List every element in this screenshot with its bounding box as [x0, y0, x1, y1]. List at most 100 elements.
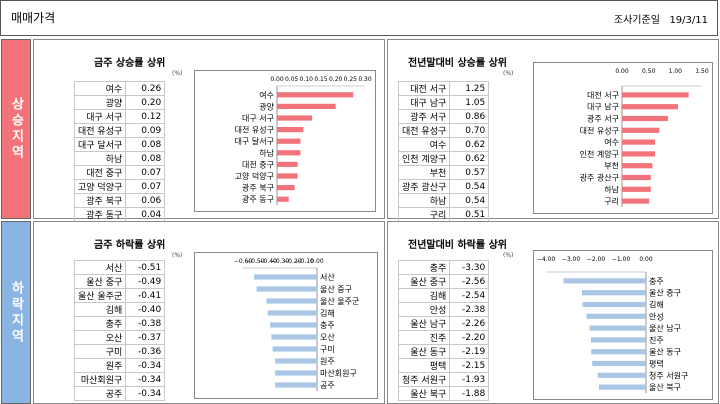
table-row: 대구 달서구 0.08 — [73, 137, 166, 152]
header-bar: 매매가격 조사기준일 19/3/11 — [0, 0, 718, 36]
region-name: 여수 — [73, 81, 127, 96]
bar — [622, 198, 650, 204]
change-rate: 0.51 — [449, 207, 490, 222]
region-name: 여수 — [397, 137, 451, 152]
table-row: 대전 중구 0.07 — [73, 165, 166, 180]
yearly-fall-unit: (%) — [503, 252, 514, 259]
bar — [267, 310, 317, 316]
change-rate: 0.26 — [125, 81, 166, 96]
region-name: 울산 중구 — [397, 274, 451, 289]
change-rate: 0.12 — [125, 109, 166, 124]
axis-tick-label: 0.50 — [642, 68, 656, 75]
bar — [586, 313, 646, 319]
change-rate: -0.36 — [125, 344, 166, 359]
region-name: 광주 북구 — [73, 193, 127, 208]
table-row: 구리 0.51 — [397, 207, 490, 222]
category-label: 여수 — [259, 90, 274, 100]
survey-date-label: 조사기준일 — [613, 15, 660, 26]
bar — [277, 196, 289, 202]
bar — [275, 382, 317, 388]
table-row: 광주 서구 0.86 — [397, 109, 490, 124]
bar — [256, 286, 317, 292]
region-name: 평택 — [397, 358, 451, 373]
change-rate: -2.26 — [449, 316, 490, 331]
weekly-fall-chart: −0.60 −0.50 −0.40 −0.30 −0.20 −0.10 0.00 서산 울산 중… — [194, 252, 378, 399]
table-row: 광주 동구 0.04 — [73, 207, 166, 222]
bar — [597, 372, 646, 378]
category-label: 하남 — [604, 184, 619, 194]
category-label: 울산 중구 — [320, 284, 352, 294]
weekly-fall-panel: 금주 하락률 상위 (%) 서산 -0.51 울산 중구 -0.49 울산 울주군 -0.… — [33, 221, 385, 404]
table-row: 대전 서구 1.25 — [397, 81, 490, 96]
region-name: 부천 — [397, 165, 451, 180]
region-name: 김해 — [397, 288, 451, 303]
fall-region-label: 하락지역 — [1, 221, 31, 404]
weekly-fall-table: 서산 -0.51 울산 중구 -0.49 울산 울주군 -0.41 김해 -0.40 충주 -0.… — [73, 260, 166, 401]
bar — [622, 174, 651, 181]
category-label: 진주 — [649, 335, 664, 345]
axis-tick-label: −0.60 — [234, 258, 253, 265]
category-label: 울산 중구 — [649, 288, 681, 298]
axis-tick-label: 1.50 — [695, 68, 709, 75]
region-name: 대구 달서구 — [73, 137, 127, 152]
axis-tick-label: 0.20 — [329, 76, 343, 83]
category-label: 김해 — [649, 300, 664, 310]
table-row: 광양 0.20 — [73, 95, 166, 110]
category-label: 마산회원구 — [320, 368, 357, 378]
yearly-fall-title: 전년말대비 하락률 상위 — [408, 240, 507, 251]
yearly-fall-chart: −4.00 −3.00 −2.00 −1.00 0.00 충주 울산 중구 김해 안성 울산 남구… — [533, 250, 713, 400]
table-row: 광주 광산구 0.54 — [397, 179, 490, 194]
bar — [622, 163, 653, 169]
change-rate: -0.38 — [125, 316, 166, 331]
category-label: 광주 서구 — [587, 114, 619, 124]
change-rate: -0.51 — [125, 260, 166, 275]
change-rate: -3.30 — [449, 260, 490, 275]
change-rate: -2.15 — [449, 358, 490, 373]
axis-tick-label: 0.30 — [358, 76, 372, 83]
category-label: 울산 남구 — [649, 323, 681, 333]
change-rate: 0.07 — [125, 179, 166, 194]
table-row: 울산 북구 -1.88 — [397, 386, 490, 401]
region-name: 공주 — [73, 386, 127, 401]
change-rate: -2.54 — [449, 288, 490, 303]
region-name: 오산 — [73, 330, 127, 345]
bar — [622, 115, 668, 122]
bar — [277, 150, 301, 156]
yearly-rise-title: 전년말대비 상승률 상위 — [408, 58, 507, 69]
change-rate: 0.06 — [125, 193, 166, 208]
change-rate: 0.62 — [449, 137, 490, 152]
bar — [271, 334, 317, 340]
axis-tick-label: 0.00 — [615, 68, 629, 75]
yearly-rise-table: 대전 서구 1.25 대구 남구 1.05 광주 서구 0.86 대전 유성구 0.70 여수 0… — [397, 81, 490, 222]
axis-tick-label: 1.00 — [669, 68, 683, 75]
region-name: 광주 동구 — [73, 207, 127, 222]
bar — [254, 274, 317, 280]
change-rate: -0.40 — [125, 302, 166, 317]
axis-tick-label: −2.00 — [587, 256, 606, 263]
table-row: 청주 서원구 -1.93 — [397, 372, 490, 387]
category-label: 서산 — [320, 272, 335, 282]
yearly-fall-panel: 전년말대비 하락률 상위 (%) 충주 -3.30 울산 중구 -2.56 김해 -2.5… — [387, 221, 719, 404]
weekly-fall-title: 금주 하락률 상위 — [94, 240, 166, 251]
region-name: 진주 — [397, 330, 451, 345]
bar — [622, 127, 660, 133]
category-label: 광양 — [259, 101, 274, 111]
table-row: 충주 -0.38 — [73, 316, 166, 331]
weekly-rise-unit: (%) — [172, 70, 183, 77]
table-row: 울산 중구 -0.49 — [73, 274, 166, 289]
table-row: 울산 중구 -2.56 — [397, 274, 490, 289]
region-name: 울산 중구 — [73, 274, 127, 289]
bar — [277, 161, 298, 167]
change-rate: 1.05 — [449, 95, 490, 110]
change-rate: 0.54 — [449, 193, 490, 208]
weekly-rise-table: 여수 0.26 광양 0.20 대구 서구 0.12 대전 유성구 0.09 대구 달서구 0.0… — [73, 81, 166, 222]
region-name: 대전 유성구 — [397, 123, 451, 138]
bar — [272, 346, 317, 352]
region-name: 대전 중구 — [73, 165, 127, 180]
category-label: 인천 계양구 — [580, 149, 619, 159]
axis-tick-label: 0.00 — [310, 258, 324, 265]
change-rate: 0.57 — [449, 165, 490, 180]
change-rate: -0.37 — [125, 330, 166, 345]
bar — [277, 127, 304, 133]
category-label: 광주 북구 — [242, 183, 274, 193]
